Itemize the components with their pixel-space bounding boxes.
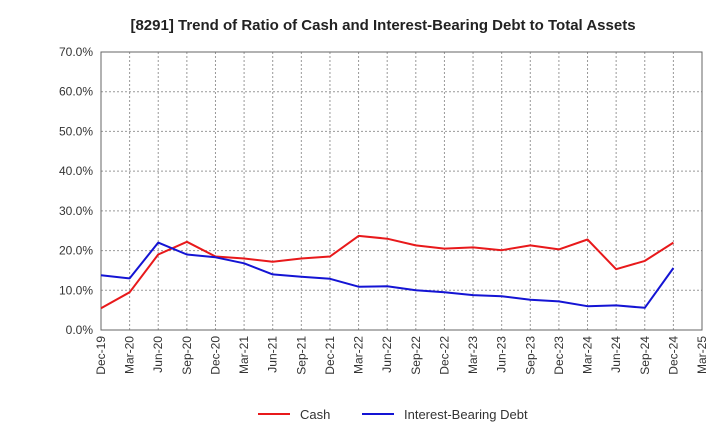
- x-tick-label: Sep-20: [180, 336, 194, 375]
- x-tick-label: Mar-24: [581, 336, 595, 374]
- x-tick-label: Jun-20: [151, 336, 165, 373]
- x-tick-label: Mar-22: [352, 336, 366, 374]
- y-tick-label: 10.0%: [59, 283, 93, 297]
- x-tick-label: Mar-21: [237, 336, 251, 374]
- x-tick-label: Dec-24: [666, 336, 680, 375]
- x-tick-label: Sep-21: [294, 336, 308, 375]
- x-tick-label: Jun-24: [609, 336, 623, 373]
- x-tick-label: Dec-21: [323, 336, 337, 375]
- x-tick-label: Jun-22: [380, 336, 394, 373]
- y-tick-label: 0.0%: [66, 323, 94, 337]
- x-tick-labels: Dec-19 Mar-20 Jun-20 Sep-20 Dec-20 Mar-21 Jun-…: [94, 336, 709, 375]
- series-line-interest-bearing-debt: [100, 241, 675, 309]
- y-tick-label: 50.0%: [59, 124, 93, 138]
- series-line-cash: [100, 234, 674, 310]
- x-tick-label: Sep-24: [638, 336, 652, 375]
- axes: [100, 51, 703, 331]
- y-tick-label: 70.0%: [59, 45, 93, 59]
- x-tick-label: Dec-22: [437, 336, 451, 375]
- x-tick-label: Dec-20: [208, 336, 222, 375]
- legend-label-cash: Cash: [300, 407, 330, 422]
- series-lines: [100, 234, 675, 310]
- x-tick-label: Mar-23: [466, 336, 480, 374]
- x-tick-label: Mar-25: [695, 336, 709, 374]
- chart-title: [8291] Trend of Ratio of Cash and Intere…: [130, 17, 635, 34]
- x-tick-label: Sep-22: [409, 336, 423, 375]
- y-tick-label: 60.0%: [59, 85, 93, 99]
- x-tick-label: Jun-23: [495, 336, 509, 373]
- legend: Cash Interest-Bearing Debt: [258, 407, 528, 422]
- x-tick-label: Jun-21: [266, 336, 280, 373]
- x-tick-label: Sep-23: [523, 336, 537, 375]
- legend-label-interest-bearing-debt: Interest-Bearing Debt: [404, 407, 528, 422]
- y-tick-label: 20.0%: [59, 244, 93, 258]
- plot-border: [100, 51, 703, 331]
- x-tick-label: Dec-19: [94, 336, 108, 375]
- x-tick-label: Dec-23: [552, 336, 566, 375]
- y-tick-labels: 0.0% 10.0% 20.0% 30.0% 40.0% 50.0% 60.0% 70.0%: [59, 45, 93, 337]
- x-tick-label: Mar-20: [123, 336, 137, 374]
- y-tick-label: 30.0%: [59, 204, 93, 218]
- y-tick-label: 40.0%: [59, 164, 93, 178]
